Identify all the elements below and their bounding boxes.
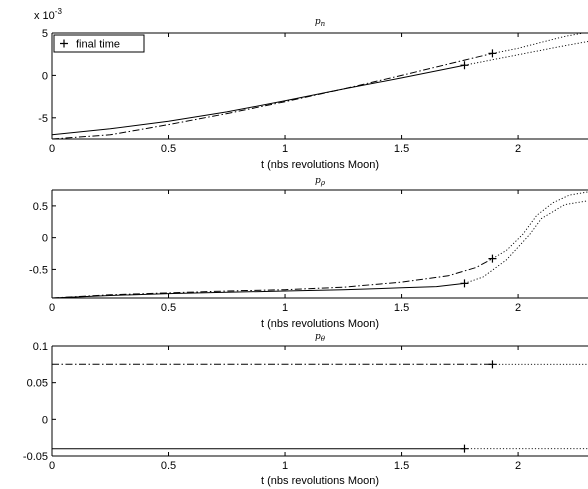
- y-tick-label: 0: [42, 233, 48, 245]
- chart-title: pn: [315, 17, 326, 28]
- x-tick-label: 1: [282, 143, 288, 155]
- legend: final time: [53, 34, 145, 53]
- x-tick-label: 1: [282, 302, 288, 314]
- series-line-dotted: [464, 41, 588, 66]
- legend-label: final time: [76, 39, 120, 51]
- y-tick-label: 0.5: [33, 201, 48, 213]
- x-tick-label: 1.5: [394, 143, 409, 155]
- series-group: [52, 33, 588, 139]
- y-tick-label: -5: [38, 113, 48, 125]
- chart-title-sub: ρ: [320, 179, 326, 187]
- series-group: [52, 363, 588, 450]
- series-line-dotted: [492, 191, 588, 259]
- y-tick-label: -0.5: [29, 264, 48, 276]
- chart-title: pθ: [315, 332, 326, 343]
- y-tick-label: 5: [42, 28, 48, 40]
- x-tick-label: 0.5: [161, 143, 176, 155]
- y-tick-label: -0.05: [23, 451, 48, 463]
- x-tick-label: 2: [515, 302, 521, 314]
- x-tick-label: 2: [515, 460, 521, 472]
- y-scale-base: x 10: [34, 10, 55, 22]
- y-scale-exponent: -3: [55, 7, 63, 16]
- x-tick-label: 1.5: [394, 460, 409, 472]
- panel-pn: 0 0.5 1 1.5 2 5 0 -5 x 10-3 pn t (nbs revolutions …: [34, 7, 588, 171]
- panel-prho: 0 0.5 1 1.5 2 0.5 0 -0.5 pρ t (nbs revolutions Mo…: [29, 176, 588, 330]
- final-time-marker: [460, 279, 469, 288]
- chart-title-main: p: [315, 332, 321, 342]
- x-tick-label: 1.5: [394, 302, 409, 314]
- series-line-dotted: [464, 200, 588, 284]
- y-tick-label: 0.1: [33, 341, 48, 353]
- chart-title-main: p: [315, 17, 321, 27]
- x-axis-label: t (nbs revolutions Moon): [261, 159, 379, 171]
- chart-title: pρ: [315, 176, 326, 187]
- chart-title-sub: n: [321, 20, 326, 28]
- final-time-marker: [460, 444, 469, 453]
- series-line-dashdot: [52, 52, 493, 139]
- x-tick-label: 0: [49, 143, 55, 155]
- chart-title-main: p: [315, 176, 321, 186]
- x-tick-label: 0.5: [161, 302, 176, 314]
- y-tick-label: 0.05: [27, 378, 48, 390]
- y-tick-label: 0: [42, 414, 48, 426]
- final-time-marker: [460, 61, 469, 70]
- series-line-solid: [52, 64, 465, 136]
- chart-title-sub: θ: [321, 335, 326, 343]
- legend-box: [53, 34, 145, 53]
- y-tick-label: 0: [42, 70, 48, 82]
- x-tick-label: 1: [282, 460, 288, 472]
- y-scale-label: x 10-3: [34, 7, 62, 22]
- x-tick-label: 0: [49, 460, 55, 472]
- x-tick-label: 0.5: [161, 460, 176, 472]
- series-line-solid: [52, 282, 465, 298]
- x-axis-label: t (nbs revolutions Moon): [261, 475, 379, 487]
- x-axis-label: t (nbs revolutions Moon): [261, 318, 379, 330]
- legend-marker: [60, 39, 68, 48]
- series-line-dashdot: [52, 258, 493, 298]
- final-time-marker: [488, 254, 497, 263]
- final-time-marker: [488, 49, 497, 58]
- x-tick-label: 0: [49, 302, 55, 314]
- series-group: [52, 191, 588, 298]
- x-tick-label: 2: [515, 143, 521, 155]
- final-time-marker: [488, 360, 497, 369]
